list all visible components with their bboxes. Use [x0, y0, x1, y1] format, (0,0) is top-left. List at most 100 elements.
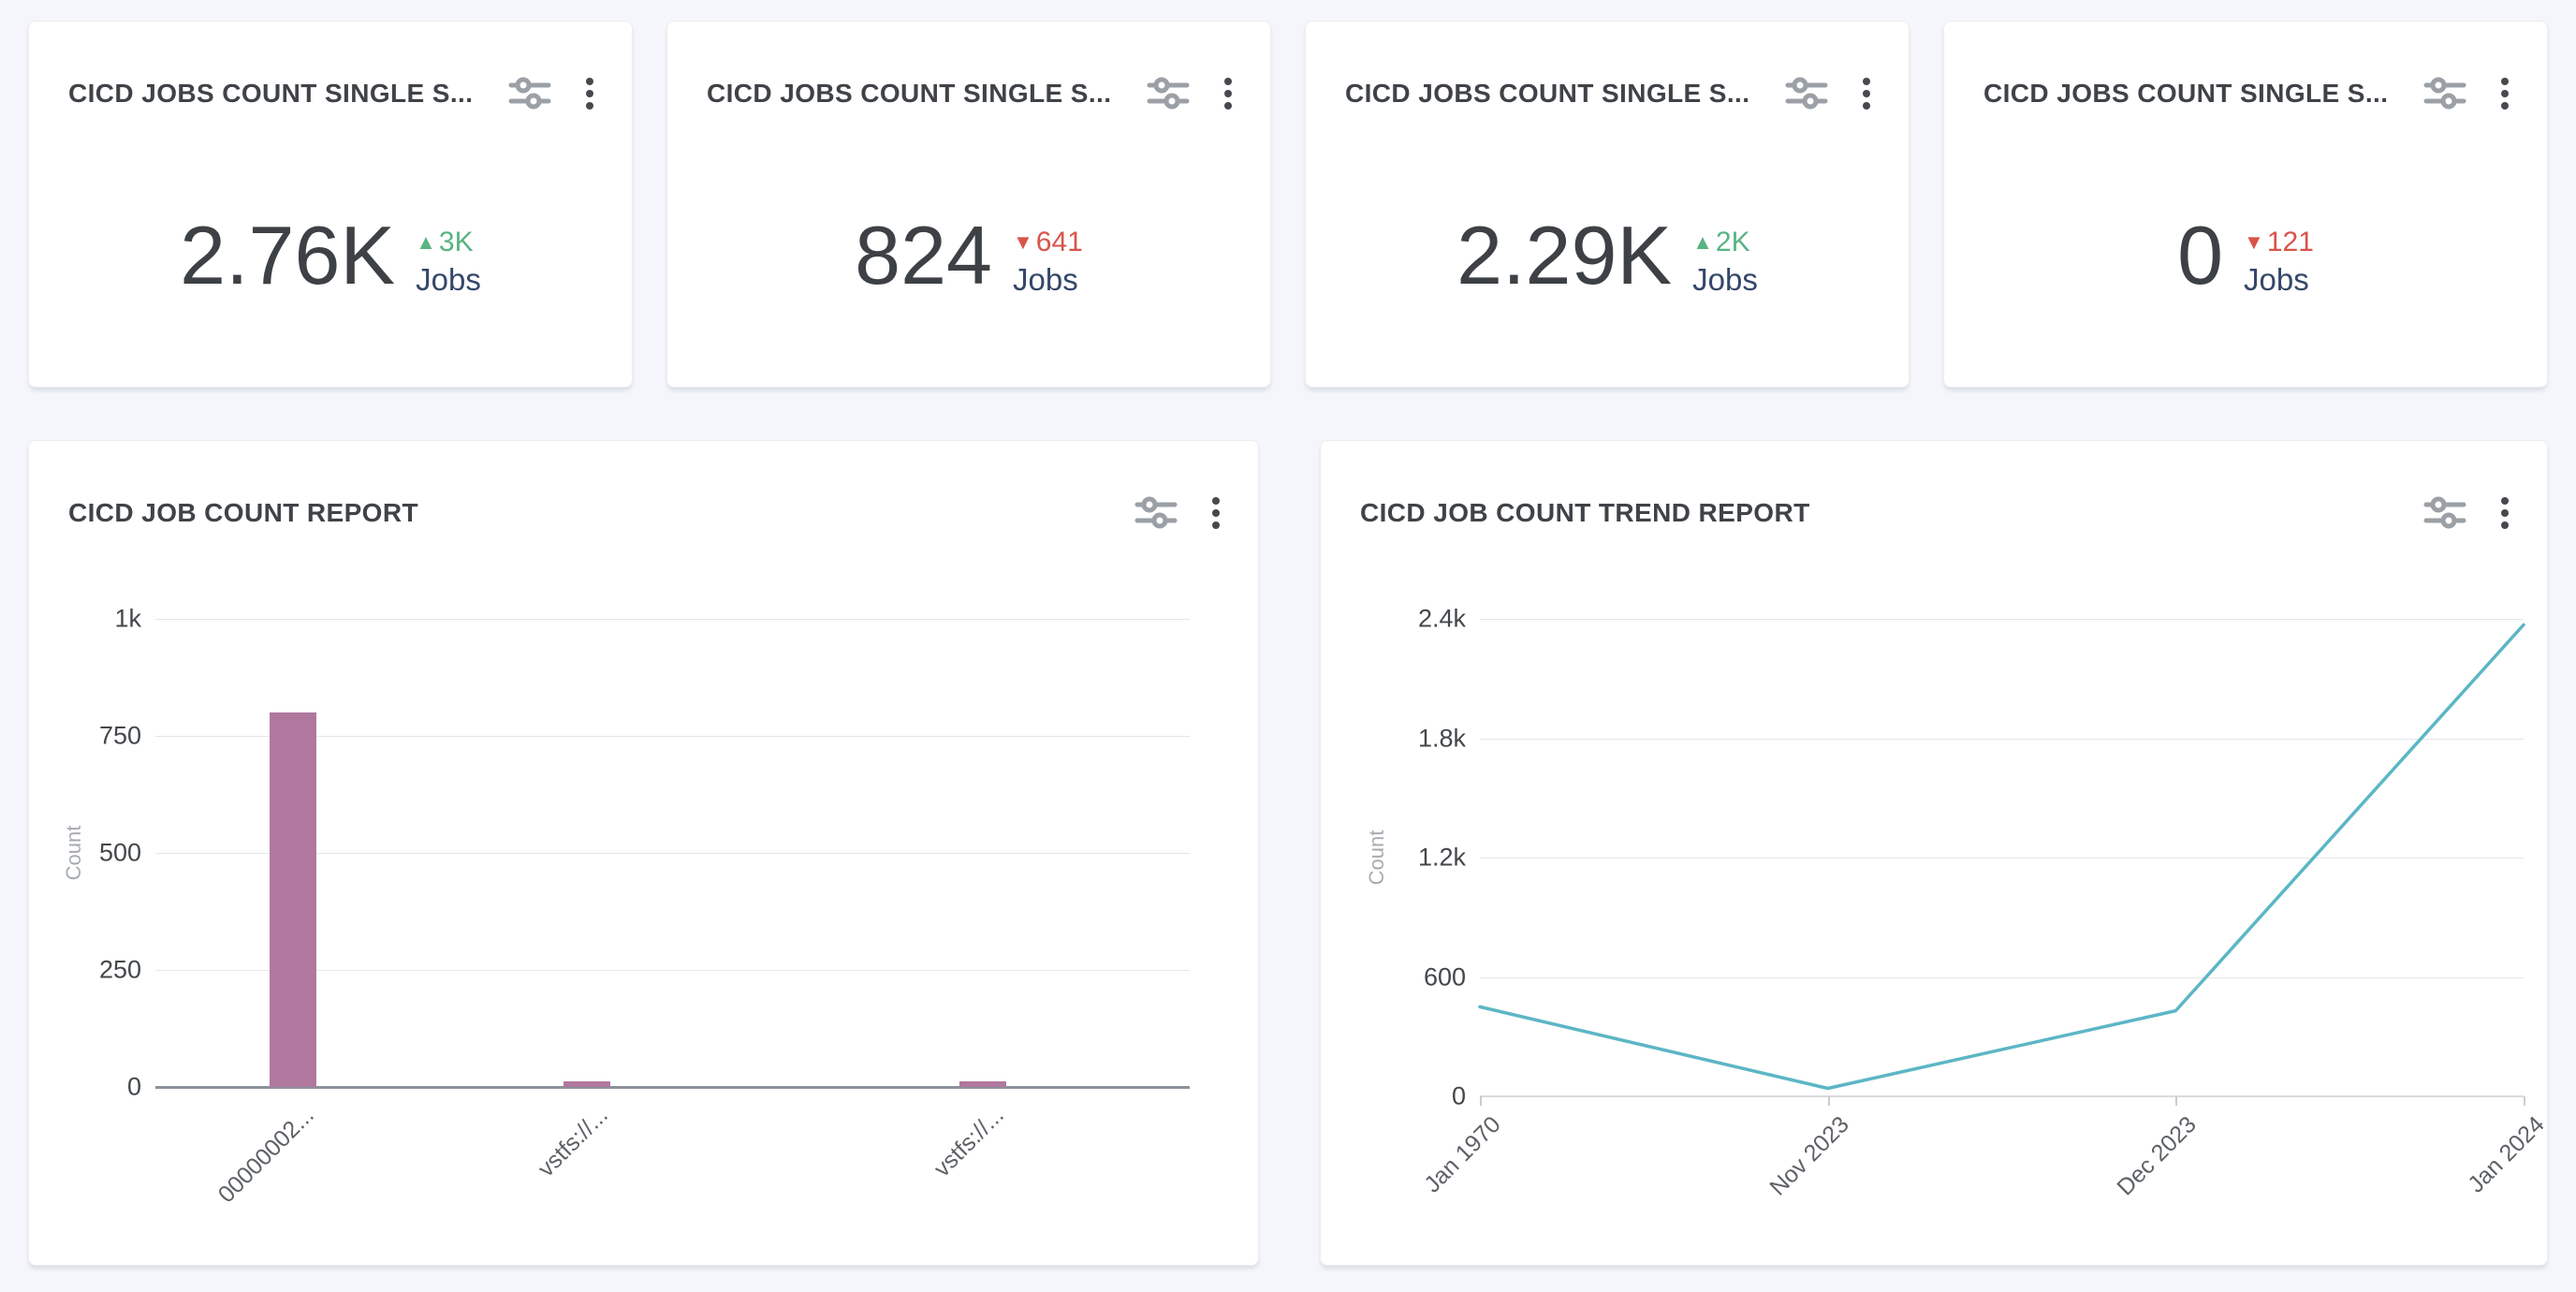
card-header: CICD JOBS COUNT SINGLE S... — [68, 76, 594, 111]
gridline — [155, 1086, 1190, 1089]
stat-value-row: 2.29K ▲ 2K Jobs — [1306, 214, 1909, 297]
card-header: CICD JOBS COUNT SINGLE S... — [707, 76, 1233, 111]
y-axis-tick-label: 1.2k — [1417, 843, 1466, 872]
card-header-icons — [2423, 76, 2510, 111]
y-axis-tick-label: 0 — [126, 1072, 141, 1101]
filter-settings-icon[interactable] — [2423, 76, 2466, 111]
x-axis-tick-label: Dec 2023 — [2112, 1111, 2203, 1201]
gridline — [155, 736, 1190, 737]
stat-unit: Jobs — [1012, 262, 1078, 297]
stat-value: 824 — [855, 209, 992, 301]
x-axis-tick-label: Jan 2024 — [2463, 1111, 2550, 1198]
bar-segment[interactable] — [563, 1081, 610, 1087]
x-axis-tick-label: vstfs://... — [532, 1102, 613, 1182]
y-axis-tick-label: 1k — [114, 604, 141, 633]
y-axis-tick-label: 1.8k — [1417, 724, 1466, 752]
stat-delta: ▲ 2K — [1692, 228, 1749, 257]
stat-value: 0 — [2177, 209, 2224, 301]
card-title: CICD JOBS COUNT SINGLE S... — [707, 79, 1112, 108]
card-header: CICD JOBS COUNT SINGLE S... — [1983, 76, 2510, 111]
x-axis-tick — [1827, 1096, 1830, 1106]
trend-arrow-icon: ▲ — [416, 230, 436, 254]
stat-side: ▼ 641 Jobs — [1013, 228, 1083, 297]
y-axis-title: Count — [62, 825, 85, 881]
kebab-menu-icon[interactable] — [1223, 77, 1233, 110]
stat-value: 2.29K — [1456, 209, 1673, 301]
card-title: CICD JOBS COUNT SINGLE S... — [68, 79, 474, 108]
filter-settings-icon[interactable] — [2423, 495, 2466, 531]
gridline — [1480, 1095, 2524, 1097]
filter-settings-icon[interactable] — [1134, 495, 1178, 531]
card-header-icons — [1147, 76, 1233, 111]
trend-line-series[interactable] — [1478, 619, 2525, 1096]
stat-card-jobs-3: CICD JOBS COUNT SINGLE S... 2.29K ▲ 2K Jo… — [1305, 21, 1910, 388]
line-chart-plot-area[interactable]: 2.4k 1.8k 1.2k 600 0 Count Jan 1970 Nov 2023 Dec… — [1321, 441, 2550, 1265]
card-header: CICD JOB COUNT TREND REPORT — [1360, 495, 2510, 531]
stat-unit: Jobs — [416, 262, 481, 297]
trend-arrow-icon: ▲ — [1692, 230, 1713, 254]
card-title: CICD JOBS COUNT SINGLE S... — [1983, 79, 2389, 108]
stat-delta: ▼ 121 — [2244, 228, 2314, 257]
kebab-menu-icon[interactable] — [1862, 77, 1871, 110]
y-axis-tick-label: 0 — [1451, 1081, 1466, 1110]
x-axis-tick-label: vstfs://... — [929, 1102, 1009, 1182]
delta-value: 641 — [1035, 227, 1083, 257]
y-axis-tick-label: 600 — [1423, 962, 1466, 991]
x-axis-tick-label: 00000002... — [212, 1102, 319, 1209]
stat-side: ▼ 121 Jobs — [2244, 228, 2314, 297]
stat-card-jobs-4: CICD JOBS COUNT SINGLE S... 0 ▼ 121 Jobs — [1943, 21, 2548, 388]
x-axis-tick-label: Nov 2023 — [1764, 1111, 1854, 1201]
card-header-icons — [508, 76, 594, 111]
delta-value: 3K — [438, 227, 474, 257]
stat-side: ▲ 2K Jobs — [1692, 228, 1758, 297]
gridline — [155, 853, 1190, 854]
y-axis-title: Count — [1365, 830, 1388, 886]
card-header-icons — [1785, 76, 1871, 111]
stat-card-jobs-1: CICD JOBS COUNT SINGLE S... 2.76K ▲ 3K Jo… — [28, 21, 633, 388]
gridline — [1480, 858, 2524, 859]
y-axis-tick-label: 500 — [98, 838, 141, 867]
kebab-menu-icon[interactable] — [2500, 77, 2510, 110]
delta-value: 121 — [2266, 227, 2314, 257]
line-chart-card: CICD JOB COUNT TREND REPORT 2.4k 1.8k 1.2k… — [1320, 440, 2550, 1266]
y-axis-tick-label: 250 — [98, 955, 141, 984]
gridline — [155, 970, 1190, 971]
card-title: CICD JOB COUNT REPORT — [68, 498, 418, 527]
bar-segment[interactable] — [269, 712, 316, 1087]
filter-settings-icon[interactable] — [1785, 76, 1828, 111]
x-axis-tick — [2175, 1096, 2178, 1106]
card-header: CICD JOBS COUNT SINGLE S... — [1345, 76, 1871, 111]
card-header: CICD JOB COUNT REPORT — [68, 495, 1221, 531]
gridline — [1480, 619, 2524, 620]
stat-unit: Jobs — [1692, 262, 1758, 297]
gridline — [1480, 738, 2524, 740]
gridline — [1480, 976, 2524, 978]
stat-delta: ▲ 3K — [416, 228, 473, 257]
filter-settings-icon[interactable] — [1147, 76, 1190, 111]
stat-unit: Jobs — [2244, 262, 2309, 297]
kebab-menu-icon[interactable] — [585, 77, 594, 110]
x-axis-tick — [1480, 1096, 1482, 1106]
bar-chart-plot-area[interactable]: 1k 750 500 250 0 Count 00000002... vstfs://... v… — [29, 441, 1258, 1265]
delta-value: 2K — [1715, 227, 1750, 257]
trend-arrow-icon: ▼ — [1012, 230, 1033, 254]
stat-value-row: 2.76K ▲ 3K Jobs — [29, 214, 632, 297]
stat-value-row: 824 ▼ 641 Jobs — [667, 214, 1270, 297]
stat-delta: ▼ 641 — [1013, 228, 1083, 257]
bar-chart-card: CICD JOB COUNT REPORT 1k 750 500 250 0 Count 0… — [28, 440, 1259, 1266]
card-title: CICD JOB COUNT TREND REPORT — [1360, 498, 1810, 527]
kebab-menu-icon[interactable] — [2500, 496, 2510, 530]
y-axis-tick-label: 2.4k — [1417, 604, 1466, 633]
kebab-menu-icon[interactable] — [1211, 496, 1221, 530]
card-header-icons — [2423, 495, 2510, 531]
trend-arrow-icon: ▼ — [2244, 230, 2264, 254]
stat-value-row: 0 ▼ 121 Jobs — [1944, 214, 2547, 297]
stat-side: ▲ 3K Jobs — [416, 228, 481, 297]
stat-value: 2.76K — [180, 209, 396, 301]
filter-settings-icon[interactable] — [508, 76, 551, 111]
x-axis-tick-label: Jan 1970 — [1419, 1111, 1506, 1198]
stat-card-jobs-2: CICD JOBS COUNT SINGLE S... 824 ▼ 641 Job… — [666, 21, 1271, 388]
x-axis-tick — [2524, 1096, 2525, 1106]
card-title: CICD JOBS COUNT SINGLE S... — [1345, 79, 1750, 108]
bar-segment[interactable] — [959, 1081, 1006, 1087]
